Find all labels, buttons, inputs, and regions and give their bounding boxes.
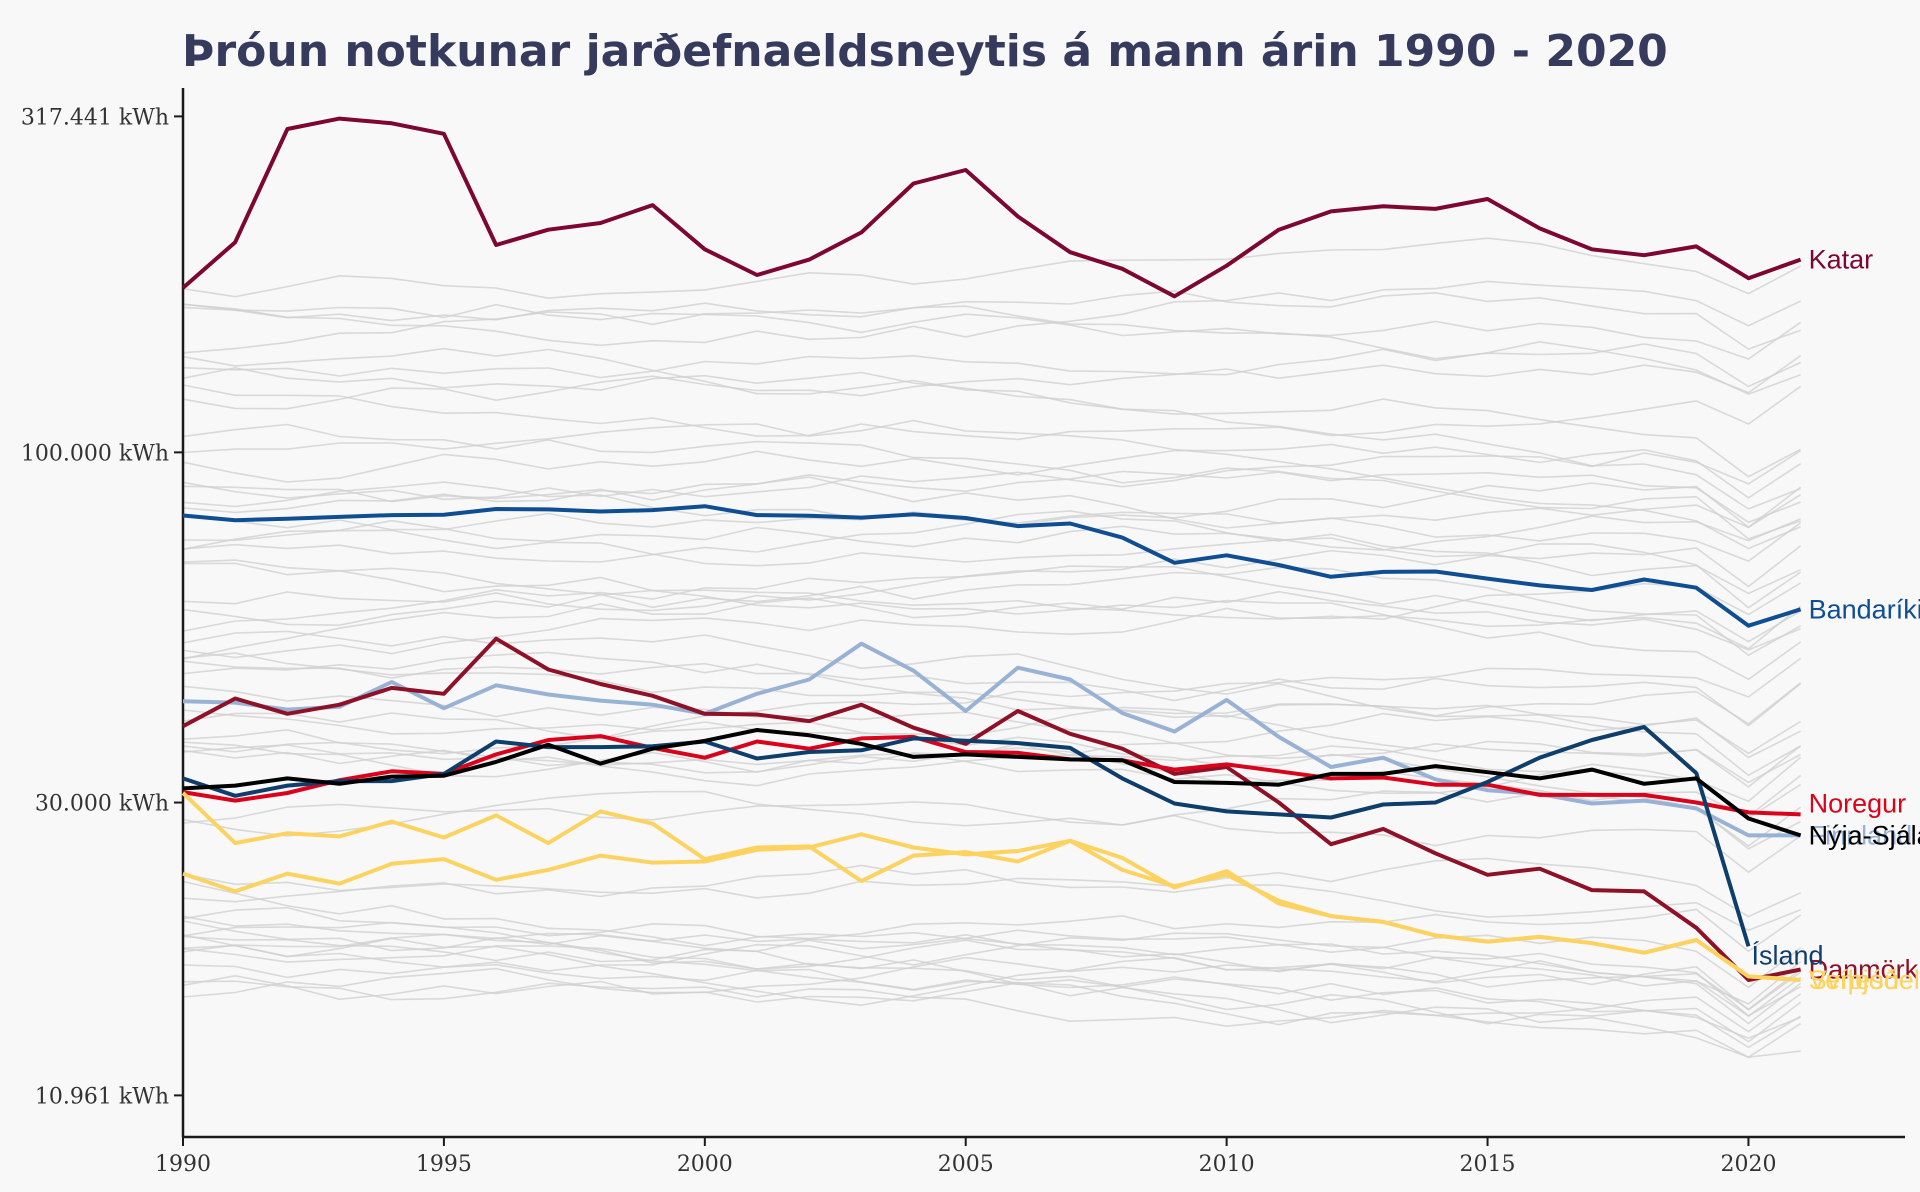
background-line: [182, 340, 1801, 395]
highlighted-series: [181, 116, 1802, 982]
series-label-bandari-kin: Bandaríkin: [1809, 594, 1920, 624]
background-line: [182, 355, 1802, 410]
background-line: [182, 237, 1801, 300]
background-line: [182, 476, 1802, 529]
background-line: [182, 741, 1802, 818]
background-line: [182, 470, 1801, 524]
y-tick-label: 10.961 kWh: [35, 1084, 169, 1109]
background-line: [182, 565, 1802, 643]
series-line-danmo-rk: [182, 636, 1801, 982]
background-line: [182, 562, 1801, 657]
background-line: [182, 423, 1801, 540]
series-label-svi-jo-: Svíþjóð: [1809, 965, 1899, 995]
background-line: [182, 559, 1802, 681]
background-line: [182, 366, 1801, 478]
background-line: [182, 660, 1802, 727]
y-tick-label: 100.000 kWh: [21, 441, 169, 466]
background-line: [182, 980, 1802, 1033]
background-line: [182, 939, 1802, 1018]
background-line: [182, 974, 1801, 1059]
x-tick-label: 2000: [677, 1152, 733, 1177]
series-line-katar: [181, 116, 1802, 299]
series-label-ny-ja-sja-land: Nýja-Sjáland: [1809, 820, 1920, 850]
background-country-lines: [182, 237, 1802, 1059]
background-line: [182, 857, 1801, 918]
series-labels: Katar Bandaríkin Finnland Danmörk Noregur Ísl…: [1751, 245, 1920, 995]
background-line: [182, 515, 1801, 551]
series-label-danmo-rk: Danmörk: [1809, 954, 1919, 984]
series-label-katar: Katar: [1809, 245, 1874, 275]
background-line: [182, 657, 1802, 755]
axes: [181, 88, 1905, 1139]
background-line: [182, 545, 1802, 612]
background-line: [182, 929, 1802, 1025]
background-line: [182, 915, 1802, 1049]
x-tick-label: 2020: [1720, 1152, 1776, 1177]
background-line: [182, 582, 1802, 627]
y-tick-label: 317.441 kWh: [21, 105, 169, 130]
series-label-venesu-ela: Venesúela: [1809, 965, 1920, 995]
background-line: [182, 906, 1802, 953]
series-label-finnland: Finnland: [1809, 820, 1913, 850]
background-line: [182, 384, 1802, 441]
x-axis-ticks: 1990 1995 2000 2005 2010 2015 2020: [155, 1137, 1776, 1177]
series-line-ny-ja-sja-land: [182, 728, 1802, 838]
background-line: [182, 963, 1802, 1059]
background-line: [182, 450, 1802, 501]
background-line: [182, 303, 1802, 360]
background-line: [182, 443, 1802, 499]
series-line-bandari-kin: [182, 504, 1802, 628]
x-tick-label: 2010: [1199, 1152, 1255, 1177]
y-tick-label: 30.000 kWh: [35, 792, 169, 817]
x-tick-label: 2015: [1460, 1152, 1516, 1177]
background-line: [182, 529, 1802, 609]
x-tick-label: 1990: [155, 1152, 211, 1177]
background-line: [182, 630, 1801, 777]
series-line-venesu-ela: [181, 791, 1801, 982]
background-line: [182, 651, 1802, 725]
background-line: [182, 920, 1801, 1040]
background-line: [182, 419, 1801, 550]
series-label-i-sland: Ísland: [1751, 940, 1823, 970]
background-line: [182, 880, 1802, 1011]
background-line: [182, 934, 1802, 1011]
background-line: [182, 347, 1801, 510]
background-line: [182, 685, 1801, 784]
background-line: [182, 280, 1801, 347]
y-axis-ticks: 10.961 kWh 30.000 kWh 100.000 kWh 317.441 k…: [21, 105, 183, 1109]
background-line: [182, 790, 1802, 874]
background-line: [182, 703, 1802, 755]
chart-title: Þróun notkunar jarðefnaeldsneytis á mann…: [182, 26, 1668, 77]
background-line: [182, 652, 1802, 788]
background-line: [182, 510, 1801, 595]
background-line: [182, 790, 1801, 850]
x-tick-label: 1995: [416, 1152, 472, 1177]
background-line: [182, 290, 1801, 354]
background-line: [182, 605, 1802, 659]
x-tick-label: 2005: [938, 1152, 994, 1177]
series-label-noregur: Noregur: [1809, 788, 1907, 818]
